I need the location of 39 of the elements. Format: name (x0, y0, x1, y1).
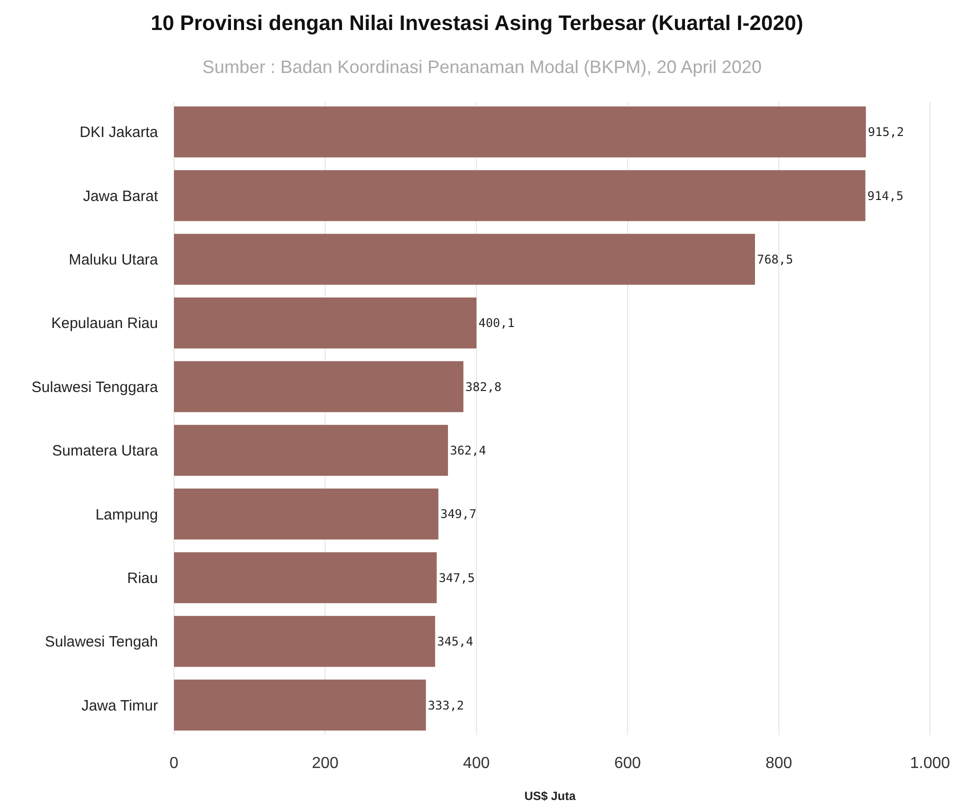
y-tick-label: Maluku Utara (68, 252, 159, 269)
y-tick-label: Jawa Barat (82, 188, 159, 205)
data-label: 349,7 (440, 507, 476, 522)
x-tick-label: 0 (170, 755, 179, 772)
x-tick-label: 1.000 (910, 755, 950, 772)
y-tick-label: Jawa Timur (81, 697, 158, 714)
bar (174, 488, 438, 540)
x-tick-label: 200 (312, 755, 339, 772)
data-label: 347,5 (438, 570, 475, 585)
y-tick-label: Riau (127, 570, 158, 587)
data-label: 915,2 (868, 125, 904, 140)
bar (174, 106, 866, 158)
bar (174, 424, 448, 476)
x-tick-label: 400 (463, 755, 490, 772)
y-tick-label: Kepulauan Riau (51, 315, 158, 332)
x-axis-title: US$ Juta (524, 789, 576, 803)
y-tick-label: Sulawesi Tenggara (32, 378, 159, 396)
y-tick-label: Sumatera Utara (52, 442, 159, 460)
data-label: 400,1 (478, 316, 515, 330)
data-label: 362,4 (450, 444, 486, 458)
y-tick-label: Lampung (95, 506, 158, 524)
bar (174, 234, 755, 285)
chart-subtitle: Sumber : Badan Koordinasi Penanaman Modal (BKPM), 20 April 2020 (202, 57, 762, 77)
data-label: 333,2 (428, 698, 464, 712)
x-tick-label: 600 (614, 755, 642, 772)
x-tick-label: 800 (765, 755, 792, 772)
data-label: 914,5 (867, 188, 904, 203)
data-label: 345,4 (437, 634, 474, 649)
bar (174, 298, 476, 348)
bar (174, 361, 464, 412)
bar (174, 680, 426, 731)
y-tick-label: Sulawesi Tengah (44, 634, 158, 651)
y-tick-label: DKI Jakarta (80, 124, 159, 142)
chart-title: 10 Provinsi dengan Nilai Investasi Asing Terbesar (Kuartal I-2020) (150, 12, 804, 35)
bar (174, 616, 436, 667)
bar (174, 170, 866, 222)
data-label: 768,5 (756, 252, 794, 266)
bar (174, 552, 437, 604)
data-label: 382,8 (465, 380, 502, 394)
